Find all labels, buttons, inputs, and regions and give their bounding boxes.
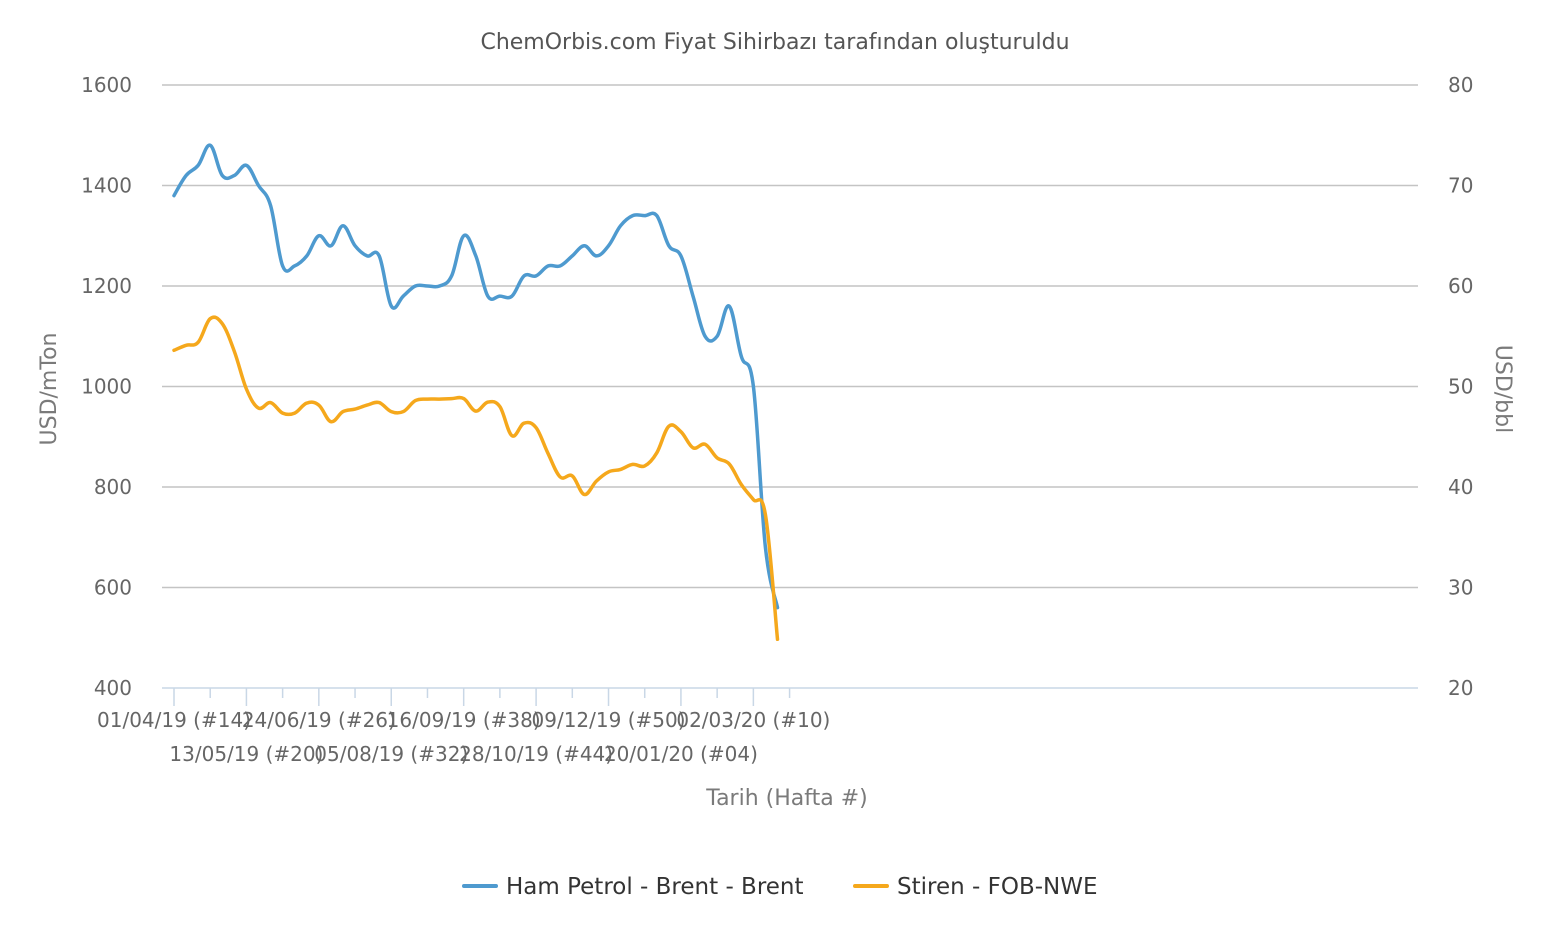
x-tick-label: 13/05/19 (#20) bbox=[169, 742, 323, 766]
y-right-tick-label: 60 bbox=[1448, 274, 1473, 298]
series-line-stiren[interactable] bbox=[172, 315, 780, 642]
y-axis-left: 400 600 800 1000 1200 1400 1600 bbox=[81, 73, 132, 700]
y-left-tick-label: 1000 bbox=[81, 375, 132, 399]
y-axis-left-title: USD/mTon bbox=[37, 333, 62, 446]
legend: Ham Petrol - Brent - Brent Stiren - FOB-… bbox=[462, 874, 1098, 900]
x-tick-label: 24/06/19 (#26) bbox=[242, 708, 396, 732]
x-axis: 01/04/19 (#14) 13/05/19 (#20) 24/06/19 (#2… bbox=[97, 687, 1418, 766]
series-lines bbox=[172, 143, 780, 642]
x-tick-label: 02/03/20 (#10) bbox=[676, 708, 830, 732]
y-left-tick-label: 400 bbox=[94, 676, 132, 700]
y-left-tick-label: 600 bbox=[94, 576, 132, 600]
legend-label-brent: Ham Petrol - Brent - Brent bbox=[506, 874, 804, 900]
gridlines bbox=[162, 84, 1418, 589]
x-tick-label: 01/04/19 (#14) bbox=[97, 708, 251, 732]
x-tick-label: 09/12/19 (#50) bbox=[532, 708, 686, 732]
legend-label-stiren: Stiren - FOB-NWE bbox=[897, 874, 1098, 900]
y-axis-right-title: USD/bbl bbox=[1490, 345, 1515, 433]
x-tick-label: 05/08/19 (#32) bbox=[314, 742, 468, 766]
y-right-tick-label: 80 bbox=[1448, 73, 1473, 97]
x-axis-title: Tarih (Hafta #) bbox=[705, 786, 867, 811]
x-tick-label: 16/09/19 (#38) bbox=[387, 708, 541, 732]
y-left-tick-label: 800 bbox=[94, 475, 132, 499]
chart-title: ChemOrbis.com Fiyat Sihirbazı tarafından… bbox=[480, 30, 1069, 55]
y-right-tick-label: 50 bbox=[1448, 375, 1473, 399]
x-tick-label: 20/01/20 (#04) bbox=[604, 742, 758, 766]
y-left-tick-label: 1400 bbox=[81, 174, 132, 198]
y-left-tick-label: 1200 bbox=[81, 274, 132, 298]
y-right-tick-label: 40 bbox=[1448, 475, 1473, 499]
legend-item-brent[interactable]: Ham Petrol - Brent - Brent bbox=[462, 874, 804, 900]
y-left-tick-label: 1600 bbox=[81, 73, 132, 97]
y-right-tick-label: 70 bbox=[1448, 174, 1473, 198]
y-axis-right: 20 30 40 50 60 70 80 bbox=[1448, 73, 1473, 700]
legend-item-stiren[interactable]: Stiren - FOB-NWE bbox=[853, 874, 1098, 900]
y-right-tick-label: 30 bbox=[1448, 576, 1473, 600]
y-right-tick-label: 20 bbox=[1448, 676, 1473, 700]
series-line-brent[interactable] bbox=[172, 143, 780, 610]
x-tick-label: 28/10/19 (#44) bbox=[459, 742, 613, 766]
